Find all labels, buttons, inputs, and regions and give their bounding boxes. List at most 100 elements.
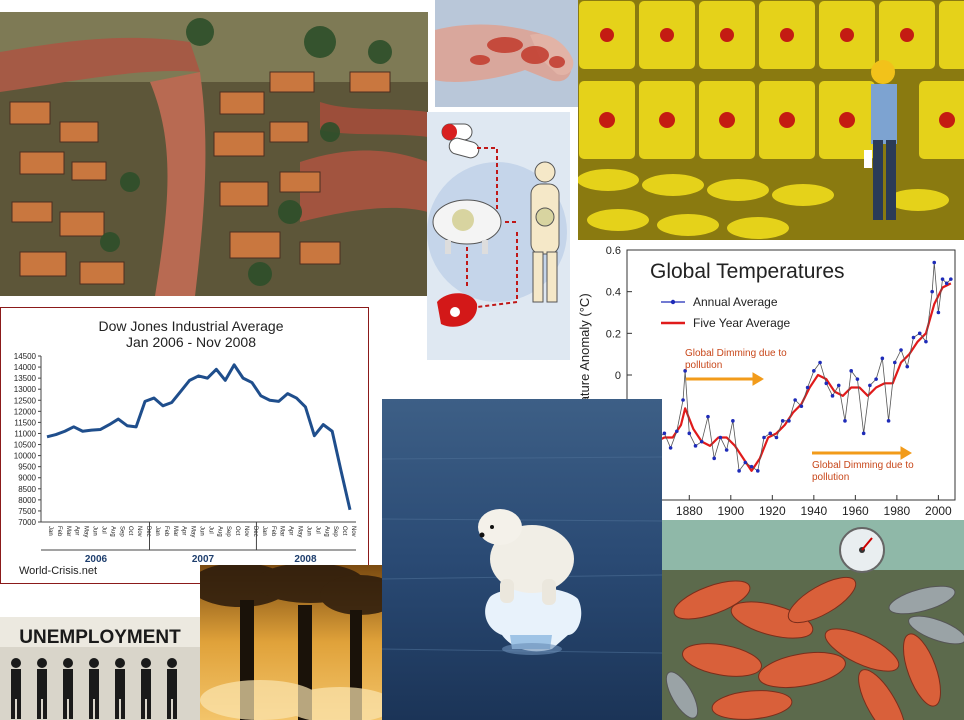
annual-average-point bbox=[930, 289, 934, 294]
polar-bear-figure bbox=[478, 509, 574, 605]
dow-y-tick-label: 10000 bbox=[14, 452, 37, 461]
food-chain-diagram bbox=[427, 112, 570, 360]
dow-y-tick-label: 9000 bbox=[18, 474, 36, 483]
dow-title-line1: Dow Jones Industrial Average bbox=[99, 318, 284, 334]
temp-y-tick-label: 0 bbox=[615, 370, 621, 382]
dow-title-line2: Jan 2006 - Nov 2008 bbox=[126, 334, 256, 350]
dow-x-tick-label: Jun bbox=[92, 526, 98, 536]
dow-x-tick-label: Apr bbox=[74, 526, 80, 535]
dow-x-tick-label: Oct bbox=[127, 526, 133, 536]
dow-x-tick-label: Jul bbox=[314, 526, 320, 534]
temp-x-tick-label: 1920 bbox=[759, 504, 786, 518]
dow-x-tick-label: Aug bbox=[323, 526, 329, 537]
annual-average-point bbox=[687, 431, 692, 436]
dow-x-tick-label: Jan bbox=[261, 526, 267, 536]
annual-average-point bbox=[774, 435, 779, 440]
annual-average-point bbox=[712, 456, 716, 461]
annual-average-point bbox=[731, 419, 735, 423]
temp-x-tick-label: 1900 bbox=[717, 504, 744, 518]
dow-x-tick-label: Aug bbox=[216, 526, 222, 537]
dow-y-tick-label: 13500 bbox=[14, 374, 37, 383]
radioactive-barrels-photo bbox=[578, 0, 964, 240]
dow-x-tick-label: Apr bbox=[288, 526, 294, 535]
temp-x-tick-label: 1940 bbox=[800, 504, 827, 518]
annotation-dimming-2: Global Dimming due to pollution bbox=[812, 460, 914, 483]
unemployment-label: UNEMPLOYMENT bbox=[19, 627, 181, 648]
annual-average-point bbox=[812, 369, 816, 373]
flood-aerial-photo bbox=[0, 12, 428, 296]
dow-y-tick-label: 9500 bbox=[18, 463, 36, 472]
dow-jones-chart: Dow Jones Industrial Average Jan 2006 - … bbox=[0, 307, 369, 584]
annual-average-point bbox=[861, 431, 866, 436]
annual-average-point bbox=[787, 419, 791, 423]
dow-y-tick-label: 11500 bbox=[14, 418, 36, 427]
temp-x-tick-label: 1980 bbox=[884, 504, 911, 518]
annual-average-point bbox=[836, 383, 841, 388]
dow-x-tick-label: Aug bbox=[109, 526, 115, 537]
annual-average-point bbox=[924, 339, 928, 344]
annual-average-point bbox=[936, 310, 941, 315]
fish-market-photo bbox=[662, 520, 964, 720]
annual-average-point bbox=[849, 369, 854, 373]
annual-average-point bbox=[793, 398, 797, 402]
annual-average-point bbox=[880, 356, 885, 361]
temp-x-tick-label: 1960 bbox=[842, 504, 869, 518]
annual-average-point bbox=[855, 377, 860, 381]
legend-five-year-label: Five Year Average bbox=[693, 316, 791, 330]
smokestacks-photo bbox=[200, 565, 382, 720]
dow-x-tick-label: Feb bbox=[270, 526, 276, 537]
temp-chart-title: Global Temperatures bbox=[650, 260, 845, 283]
annual-average-point bbox=[749, 464, 754, 469]
annual-average-point bbox=[706, 414, 710, 419]
dow-x-tick-label: Oct bbox=[341, 526, 347, 536]
pills-icon bbox=[441, 123, 480, 159]
dow-year-label: 2006 bbox=[85, 554, 108, 565]
polar-bear-photo bbox=[382, 399, 662, 720]
meat-icon bbox=[437, 293, 478, 327]
annual-average-point bbox=[799, 404, 804, 409]
annual-average-point bbox=[892, 360, 897, 365]
annual-average-point bbox=[944, 281, 949, 286]
annual-average-point bbox=[905, 364, 910, 369]
annual-average-point bbox=[917, 331, 922, 336]
annual-average-point bbox=[818, 360, 822, 365]
annual-average-point bbox=[824, 381, 829, 386]
pig-icon bbox=[432, 199, 502, 254]
annual-average-point bbox=[932, 260, 937, 265]
dow-y-tick-label: 14500 bbox=[14, 352, 37, 361]
annual-average-point bbox=[683, 369, 687, 373]
dow-x-tick-label: Jan bbox=[154, 526, 160, 536]
dow-x-tick-label: Feb bbox=[56, 526, 62, 537]
dow-year-label: 2007 bbox=[192, 554, 215, 565]
human-icon bbox=[530, 161, 560, 303]
dow-y-tick-label: 12500 bbox=[14, 396, 37, 405]
dow-y-tick-label: 8500 bbox=[18, 485, 36, 494]
burned-hand-photo bbox=[435, 0, 578, 107]
temp-x-tick-label: 2000 bbox=[925, 504, 952, 518]
dow-x-tick-label: Nov bbox=[136, 526, 142, 537]
annual-average-line bbox=[626, 262, 952, 484]
annual-average-point bbox=[699, 439, 704, 444]
dow-source: World-Crisis.net bbox=[19, 565, 97, 577]
annual-average-point bbox=[737, 469, 741, 473]
dow-year-label: 2008 bbox=[294, 554, 317, 565]
dow-x-tick-label: Mar bbox=[172, 526, 178, 536]
dow-x-tick-label: Jun bbox=[305, 526, 311, 536]
dow-y-tick-label: 11000 bbox=[14, 429, 36, 438]
annual-average-point bbox=[868, 383, 872, 388]
temp-y-tick-label: 0.6 bbox=[606, 245, 621, 257]
dow-x-tick-label: Dec bbox=[145, 526, 151, 537]
queue-figures bbox=[11, 658, 177, 719]
temp-y-tick-label: 0.2 bbox=[606, 328, 621, 340]
scale-icon bbox=[839, 527, 885, 573]
dow-x-tick-label: Oct bbox=[234, 526, 240, 536]
annual-average-point bbox=[668, 446, 673, 450]
dow-y-tick-label: 12000 bbox=[14, 407, 37, 416]
dow-series-line bbox=[46, 363, 352, 511]
dow-x-tick-label: Sep bbox=[118, 526, 124, 537]
annual-average-point bbox=[724, 448, 729, 452]
five-year-average-line bbox=[630, 282, 952, 472]
annual-average-point bbox=[755, 469, 760, 473]
annual-average-point bbox=[762, 435, 766, 440]
dow-x-tick-label: Mar bbox=[65, 526, 71, 536]
